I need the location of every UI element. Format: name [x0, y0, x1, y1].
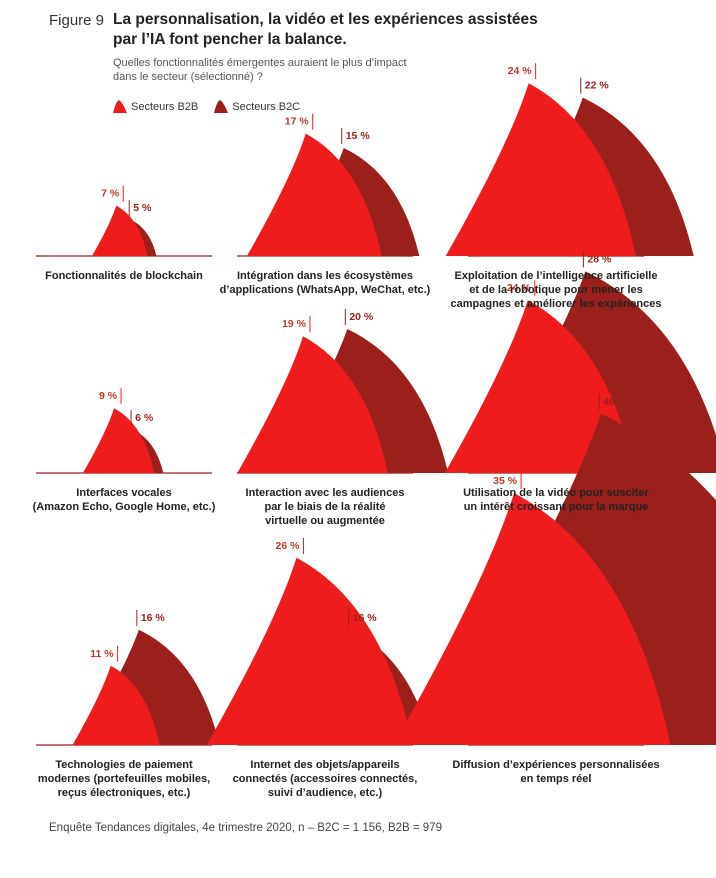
panel-9: 35 % 46 % — [393, 393, 716, 746]
chart-subtitle-line-2: dans le secteur (sélectionné) ? — [113, 71, 263, 83]
b2b-shape-7 — [72, 665, 160, 745]
category-label-4-line-2: (Amazon Echo, Google Home, etc.) — [32, 501, 216, 513]
category-label-3-line-2: et de la robotique pour mener les — [469, 284, 643, 296]
legend-item-b2b: Secteurs B2B — [113, 100, 198, 113]
legend-swatch-b2c-icon — [214, 100, 229, 113]
category-label-8-line-2: connectés (accessoires connectés, — [232, 773, 418, 785]
b2b-shape-1 — [92, 205, 148, 256]
legend-item-b2c: Secteurs B2C — [214, 100, 300, 113]
category-label-5-line-2: par le biais de la réalité — [264, 501, 386, 513]
category-label-4-line-1: Interfaces vocales — [76, 487, 172, 499]
b2b-value-label-3: 24 % — [508, 65, 533, 77]
category-label-6-line-2: un intérêt croissant pour la marque — [463, 501, 649, 513]
legend-label-b2b: Secteurs B2B — [131, 100, 199, 113]
b2b-shape-9 — [393, 493, 671, 745]
panel-2: 17 % 15 % — [237, 113, 420, 257]
b2c-value-label-5: 20 % — [349, 311, 374, 323]
b2c-value-label-3: 22 % — [585, 80, 610, 92]
b2b-shape-6 — [444, 300, 635, 473]
chart-title-line-1: La personnalisation, la vidéo et les exp… — [113, 11, 538, 28]
source-note: Enquête Tendances digitales, 4e trimestr… — [49, 822, 442, 834]
b2b-value-label-4: 9 % — [99, 390, 118, 402]
category-label-6: Utilisation de la vidéo pour susciter un … — [441, 486, 671, 514]
category-label-5-line-3: virtuelle ou augmentée — [265, 515, 385, 527]
legend: Secteurs B2B Secteurs B2C — [113, 100, 316, 113]
b2c-value-label-9: 46 % — [603, 396, 628, 408]
b2b-value-label-6: 24 % — [507, 282, 532, 294]
category-label-7-line-3: reçus électroniques, etc.) — [57, 787, 191, 799]
b2b-shape-8 — [206, 557, 413, 745]
b2c-value-label-4: 6 % — [135, 412, 154, 424]
b2b-value-label-7: 11 % — [90, 648, 114, 660]
category-label-6-line-1: Utilisation de la vidéo pour susciter — [463, 487, 649, 499]
panel-3: 24 % 22 % — [445, 63, 694, 257]
category-label-7-line-2: modernes (portefeuilles mobiles, — [37, 773, 211, 785]
panel-4: 9 % 6 % — [36, 388, 212, 474]
b2b-value-label-2: 17 % — [285, 116, 310, 128]
legend-swatch-b2b-icon — [113, 100, 127, 113]
b2c-value-label-8: 16 % — [353, 612, 378, 624]
category-label-8-line-3: suivi d’audience, etc.) — [267, 787, 383, 799]
category-label-2-line-1: Intégration dans les écosystèmes — [236, 270, 414, 282]
category-label-1-line-1: Fonctionnalités de blockchain — [45, 270, 203, 282]
b2b-value-label-1: 7 % — [101, 188, 120, 200]
b2c-value-label-1: 5 % — [133, 202, 152, 214]
b2b-shape-5 — [237, 336, 388, 473]
category-label-1: Fonctionnalités de blockchain — [9, 269, 239, 283]
panel-8: 26 % 16 % — [206, 537, 432, 746]
b2b-value-label-9: 35 % — [493, 475, 518, 487]
category-label-8: Internet des objets/appareils connectés (… — [210, 758, 440, 800]
b2b-shape-2 — [246, 133, 382, 256]
legend-label-b2c: Secteurs B2C — [232, 100, 301, 113]
chart-subtitle: Quelles fonctionnalités émergentes aurai… — [113, 56, 473, 84]
panel-7: 11 % 16 % — [36, 609, 220, 746]
category-label-9-line-1: Diffusion d’expériences personnalisées — [452, 759, 660, 771]
category-label-5: Interaction avec les audiences par le bia… — [210, 486, 440, 528]
chart-subtitle-line-1: Quelles fonctionnalités émergentes aurai… — [113, 57, 407, 69]
category-label-7-line-1: Technologies de paiement — [55, 759, 193, 771]
figure-label: Figure 9 — [49, 12, 105, 29]
b2c-value-label-7: 16 % — [141, 612, 166, 624]
b2b-shape-4 — [82, 408, 155, 473]
b2b-shape-3 — [445, 83, 636, 256]
category-label-4: Interfaces vocales (Amazon Echo, Google H… — [9, 486, 239, 514]
panel-6: 24 % 28 % — [444, 251, 716, 474]
panel-5: 19 % 20 % — [237, 309, 449, 474]
category-label-5-line-1: Interaction avec les audiences — [245, 487, 405, 499]
chart-title: La personnalisation, la vidéo et les exp… — [113, 10, 673, 50]
category-label-2: Intégration dans les écosystèmes d’applic… — [210, 269, 440, 297]
b2b-value-label-8: 26 % — [276, 540, 301, 552]
panel-1: 7 % 5 % — [36, 185, 212, 257]
category-label-2-line-2: d’applications (WhatsApp, WeChat, etc.) — [219, 284, 431, 296]
category-label-9-line-2: en temps réel — [520, 773, 592, 785]
category-label-8-line-1: Internet des objets/appareils — [250, 759, 400, 771]
b2c-value-label-2: 15 % — [346, 130, 371, 142]
chart-title-line-2: par l’IA font pencher la balance. — [113, 31, 347, 48]
b2b-value-label-5: 19 % — [282, 318, 307, 330]
category-label-3-line-3: campagnes et améliorer les expériences — [450, 298, 662, 310]
category-label-3: Exploitation de l’intelligence artificie… — [441, 269, 671, 311]
b2c-value-label-6: 28 % — [587, 253, 612, 265]
category-label-7: Technologies de paiement modernes (portef… — [9, 758, 239, 800]
category-label-3-line-1: Exploitation de l’intelligence artificie… — [454, 270, 658, 282]
category-label-9: Diffusion d’expériences personnalisées en… — [441, 758, 671, 786]
